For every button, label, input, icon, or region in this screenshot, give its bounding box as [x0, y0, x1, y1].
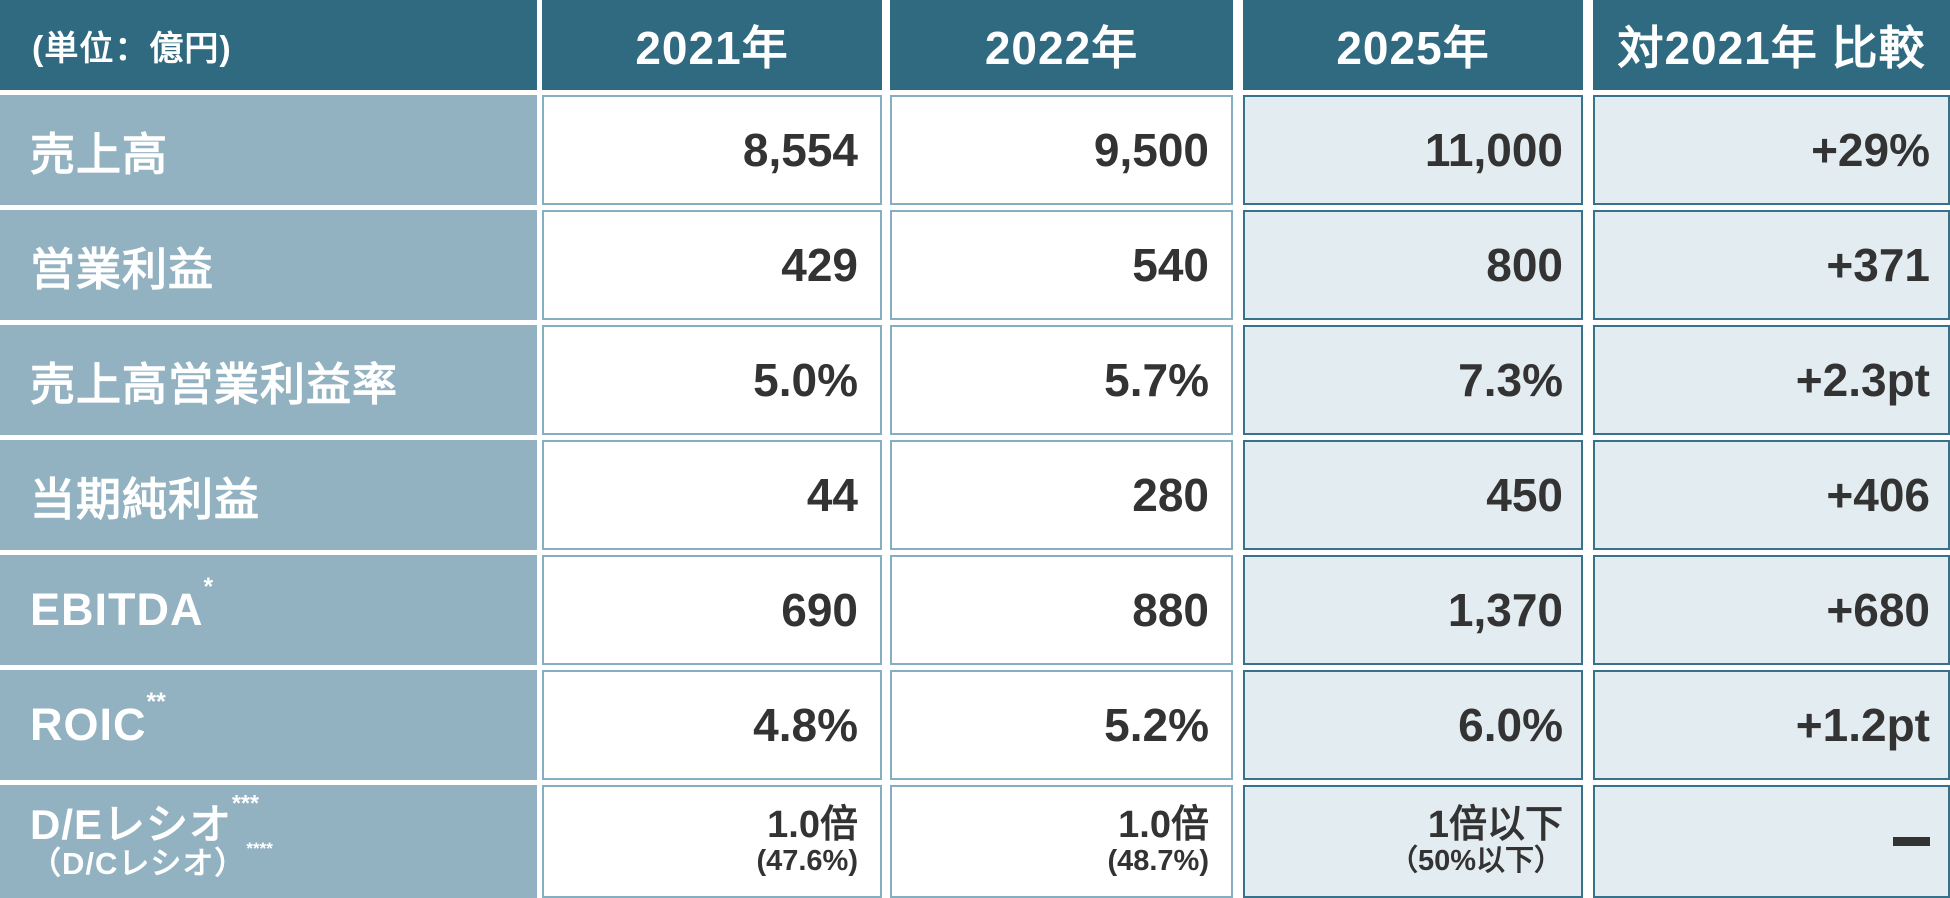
- value-cell-2021-ebitda: 690: [542, 555, 882, 665]
- year-2022-header: 2022年: [890, 0, 1233, 90]
- value-cell-2025-operating-margin: 7.3%: [1243, 325, 1583, 435]
- footnote-marker: **: [146, 689, 166, 717]
- value-cell-2021-operating-margin: 5.0%: [542, 325, 882, 435]
- value-text: 1.0倍: [1118, 804, 1209, 847]
- unit-label: (単位：億円): [32, 29, 232, 68]
- value-text: 450: [1486, 469, 1563, 521]
- year-2025-header: 2025年: [1243, 0, 1583, 90]
- label-column: (単位：億円) 売上高 営業利益 売上高営業利益率 当期純利益 EBITDA* …: [0, 0, 537, 898]
- value-text: +680: [1826, 584, 1930, 636]
- sub-value-text: (47.6%): [756, 845, 858, 878]
- row-label-revenue: 売上高: [0, 95, 537, 205]
- sub-value-text: （50%以下）: [1388, 845, 1563, 878]
- year-2021-header: 2021年: [542, 0, 882, 90]
- value-text: +406: [1826, 469, 1930, 521]
- column-2021: 2021年 8,554 429 5.0% 44 690 4.8% 1.0倍 (4…: [542, 0, 882, 898]
- value-cell-vs-operating-margin: +2.3pt: [1593, 325, 1950, 435]
- value-text: 280: [1132, 469, 1209, 521]
- comparison-header: 対2021年 比較: [1593, 0, 1950, 90]
- row-label-text: ROIC: [30, 699, 147, 750]
- value-text: 4.8%: [753, 699, 858, 751]
- value-cell-2021-net-income: 44: [542, 440, 882, 550]
- value-text: 540: [1132, 239, 1209, 291]
- value-text: 880: [1132, 584, 1209, 636]
- row-label-text: EBITDA: [30, 584, 204, 635]
- value-text: 6.0%: [1458, 699, 1563, 751]
- value-cell-vs-operating-profit: +371: [1593, 210, 1950, 320]
- value-cell-2022-roic: 5.2%: [890, 670, 1233, 780]
- row-label-net-income: 当期純利益: [0, 440, 537, 550]
- value-cell-2025-revenue: 11,000: [1243, 95, 1583, 205]
- value-text: 7.3%: [1458, 354, 1563, 406]
- row-label-roic: ROIC**: [0, 670, 537, 780]
- value-cell-vs-revenue: +29%: [1593, 95, 1950, 205]
- value-cell-vs-net-income: +406: [1593, 440, 1950, 550]
- value-cell-vs-roic: +1.2pt: [1593, 670, 1950, 780]
- value-cell-2022-net-income: 280: [890, 440, 1233, 550]
- row-label-text: D/Eレシオ: [30, 801, 233, 849]
- value-cell-vs-de-ratio: —: [1593, 785, 1950, 898]
- footnote-marker: ***: [232, 790, 259, 817]
- row-label-de-ratio: D/Eレシオ*** （D/Cレシオ）****: [0, 785, 537, 898]
- value-text: 44: [806, 469, 858, 521]
- row-label-text: 営業利益: [30, 243, 215, 295]
- value-cell-2022-ebitda: 880: [890, 555, 1233, 665]
- value-text: 11,000: [1424, 124, 1563, 176]
- value-text: 8,554: [742, 124, 858, 176]
- dash-placeholder: —: [1893, 837, 1930, 846]
- value-text: 1.0倍: [767, 804, 858, 847]
- row-label-ebitda: EBITDA*: [0, 555, 537, 665]
- value-cell-2021-revenue: 8,554: [542, 95, 882, 205]
- row-label-operating-profit: 営業利益: [0, 210, 537, 320]
- footnote-marker: ****: [246, 838, 273, 858]
- value-text: 1倍以下: [1427, 804, 1563, 847]
- value-text: +1.2pt: [1795, 699, 1930, 751]
- value-text: +371: [1826, 239, 1930, 291]
- column-vs-2021: 対2021年 比較 +29% +371 +2.3pt +406 +680 +1.…: [1593, 0, 1950, 898]
- value-cell-2025-de-ratio: 1倍以下 （50%以下）: [1243, 785, 1583, 898]
- value-text: 429: [781, 239, 858, 291]
- value-text: 5.2%: [1104, 699, 1209, 751]
- row-label-text: 当期純利益: [30, 473, 261, 525]
- value-cell-2025-roic: 6.0%: [1243, 670, 1583, 780]
- row-label-text: 売上高営業利益率: [30, 358, 399, 410]
- value-text: 800: [1486, 239, 1563, 291]
- value-cell-2021-de-ratio: 1.0倍 (47.6%): [542, 785, 882, 898]
- value-text: 690: [781, 584, 858, 636]
- value-text: 9,500: [1093, 124, 1209, 176]
- unit-header-cell: (単位：億円): [0, 0, 537, 90]
- row-sublabel-text: （D/Cレシオ）: [30, 846, 247, 882]
- row-label-operating-margin: 売上高営業利益率: [0, 325, 537, 435]
- value-cell-2021-operating-profit: 429: [542, 210, 882, 320]
- value-text: 5.0%: [753, 354, 858, 406]
- value-cell-2022-operating-profit: 540: [890, 210, 1233, 320]
- footnote-marker: *: [203, 574, 214, 602]
- sub-value-text: (48.7%): [1107, 845, 1209, 878]
- value-cell-2025-ebitda: 1,370: [1243, 555, 1583, 665]
- row-label-text: 売上高: [30, 128, 169, 180]
- column-2025: 2025年 11,000 800 7.3% 450 1,370 6.0% 1倍以…: [1243, 0, 1583, 898]
- value-text: 5.7%: [1104, 354, 1209, 406]
- value-cell-2021-roic: 4.8%: [542, 670, 882, 780]
- value-text: +29%: [1811, 124, 1930, 176]
- value-cell-2022-de-ratio: 1.0倍 (48.7%): [890, 785, 1233, 898]
- value-cell-2025-net-income: 450: [1243, 440, 1583, 550]
- value-cell-2022-operating-margin: 5.7%: [890, 325, 1233, 435]
- column-2022: 2022年 9,500 540 5.7% 280 880 5.2% 1.0倍 (…: [890, 0, 1233, 898]
- value-text: +2.3pt: [1795, 354, 1930, 406]
- value-text: 1,370: [1447, 584, 1563, 636]
- value-cell-vs-ebitda: +680: [1593, 555, 1950, 665]
- value-cell-2025-operating-profit: 800: [1243, 210, 1583, 320]
- value-cell-2022-revenue: 9,500: [890, 95, 1233, 205]
